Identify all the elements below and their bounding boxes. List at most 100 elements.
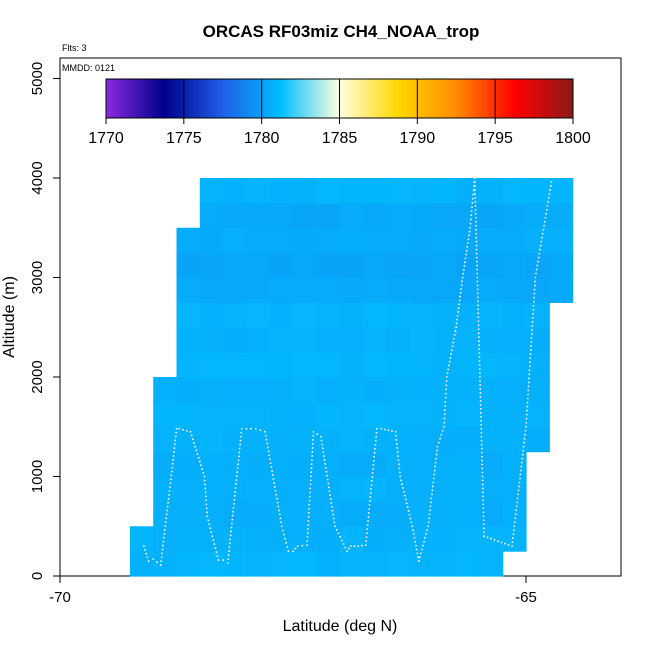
flight-track-point [483, 531, 485, 534]
x-axis: -70 -65 [49, 576, 537, 606]
flight-track-point [162, 544, 164, 547]
heatmap-cell [176, 401, 201, 428]
flight-track-point [233, 502, 235, 505]
flight-track-point [432, 481, 435, 484]
heatmap-cell [269, 277, 294, 303]
heatmap-cell [269, 426, 294, 453]
flight-track-point [374, 439, 377, 442]
heatmap-cell [456, 178, 480, 204]
flight-track-point [493, 539, 496, 541]
flight-track-point [277, 505, 280, 508]
flight-track-point [478, 356, 481, 358]
heatmap-cell [386, 252, 411, 279]
flight-track-point [478, 352, 481, 355]
flight-track-point [517, 489, 520, 492]
flight-track-point [528, 373, 531, 376]
flight-track-point [477, 300, 479, 303]
flight-track-point [380, 427, 383, 430]
flight-track-point [329, 494, 331, 496]
heatmap-cell [456, 252, 480, 279]
heatmap-cell [339, 352, 364, 378]
heatmap-cell [269, 551, 294, 577]
flight-track-point [337, 532, 340, 535]
flight-track-point [306, 532, 309, 534]
flight-track-point [443, 421, 446, 424]
heatmap-cell [293, 551, 317, 577]
flight-track-point [522, 449, 525, 452]
flight-track-point [174, 435, 177, 438]
flight-track-point [270, 466, 273, 469]
flight-track-point [214, 547, 217, 550]
flight-track-point [549, 189, 551, 191]
flight-track-point [479, 384, 482, 386]
flight-track-point [166, 505, 169, 508]
flight-track-point [370, 484, 373, 486]
heatmap-cell [526, 401, 550, 428]
flight-track-point [531, 329, 533, 331]
heatmap-cell [176, 501, 201, 527]
flight-track-point [276, 501, 279, 504]
heatmap-cell [269, 327, 294, 353]
flight-track-point [230, 530, 232, 533]
flight-track-point [296, 545, 299, 548]
flight-track-point [312, 434, 315, 437]
flight-track-point [475, 252, 478, 255]
flight-track-point [398, 467, 401, 470]
flight-track-point [172, 455, 175, 457]
heatmap-cell [362, 377, 387, 403]
flight-track-point [222, 559, 225, 561]
heatmap-cell [223, 476, 247, 502]
flight-track-point [455, 326, 457, 329]
flight-track-point [280, 521, 283, 524]
heatmap-cell [479, 178, 504, 204]
flight-track-point [240, 431, 243, 434]
flight-track-point [340, 539, 343, 542]
heatmap-cell [456, 551, 480, 577]
heatmap-cell [199, 178, 224, 204]
heatmap-cell [153, 377, 178, 403]
flight-track-point [532, 300, 535, 303]
heatmap-cell [293, 277, 317, 303]
heatmap-cell [409, 178, 434, 204]
flight-track-point [518, 485, 520, 488]
heatmap-cell [386, 377, 411, 403]
flight-track-point [272, 478, 275, 480]
flight-track-point [535, 268, 538, 271]
flight-track-point [366, 524, 369, 526]
flight-track-point [339, 536, 342, 538]
colorbar-tick-label: 1800 [555, 130, 591, 147]
heatmap-cell [199, 277, 224, 303]
flight-track-point [455, 322, 458, 325]
flight-track-point [526, 397, 529, 400]
heatmap-cell [176, 451, 201, 478]
flight-track-point [371, 476, 374, 478]
flight-track-point [482, 523, 485, 526]
heatmap-cell [246, 401, 271, 428]
heatmap-cell [339, 202, 364, 229]
flight-track-point [477, 312, 480, 315]
heatmap-cell [386, 352, 411, 378]
heatmap-cell [432, 377, 457, 403]
flight-track-point [476, 276, 479, 279]
heatmap-cell [409, 451, 434, 478]
flight-track-point [320, 435, 322, 438]
flight-track-point [254, 427, 257, 430]
flight-track-point [421, 548, 423, 551]
flight-track-point [231, 514, 234, 517]
heatmap-cell [432, 327, 457, 353]
heatmap-cell [293, 202, 317, 229]
heatmap-cell [246, 501, 271, 527]
flight-track-point [335, 528, 338, 531]
colorbar-tick-label: 1775 [166, 130, 202, 147]
flights-count-note: Flts: 3 [62, 43, 87, 53]
heatmap-cell [549, 252, 574, 279]
heatmap-cell [432, 426, 457, 453]
flight-track-point [449, 356, 452, 359]
flight-track-point [292, 550, 294, 553]
flight-track-point [311, 447, 314, 449]
flight-track-point [163, 529, 166, 531]
flight-track-point [285, 541, 288, 544]
flight-track-point [170, 478, 172, 481]
heatmap-cell [153, 476, 178, 502]
flight-track-point [427, 521, 430, 524]
